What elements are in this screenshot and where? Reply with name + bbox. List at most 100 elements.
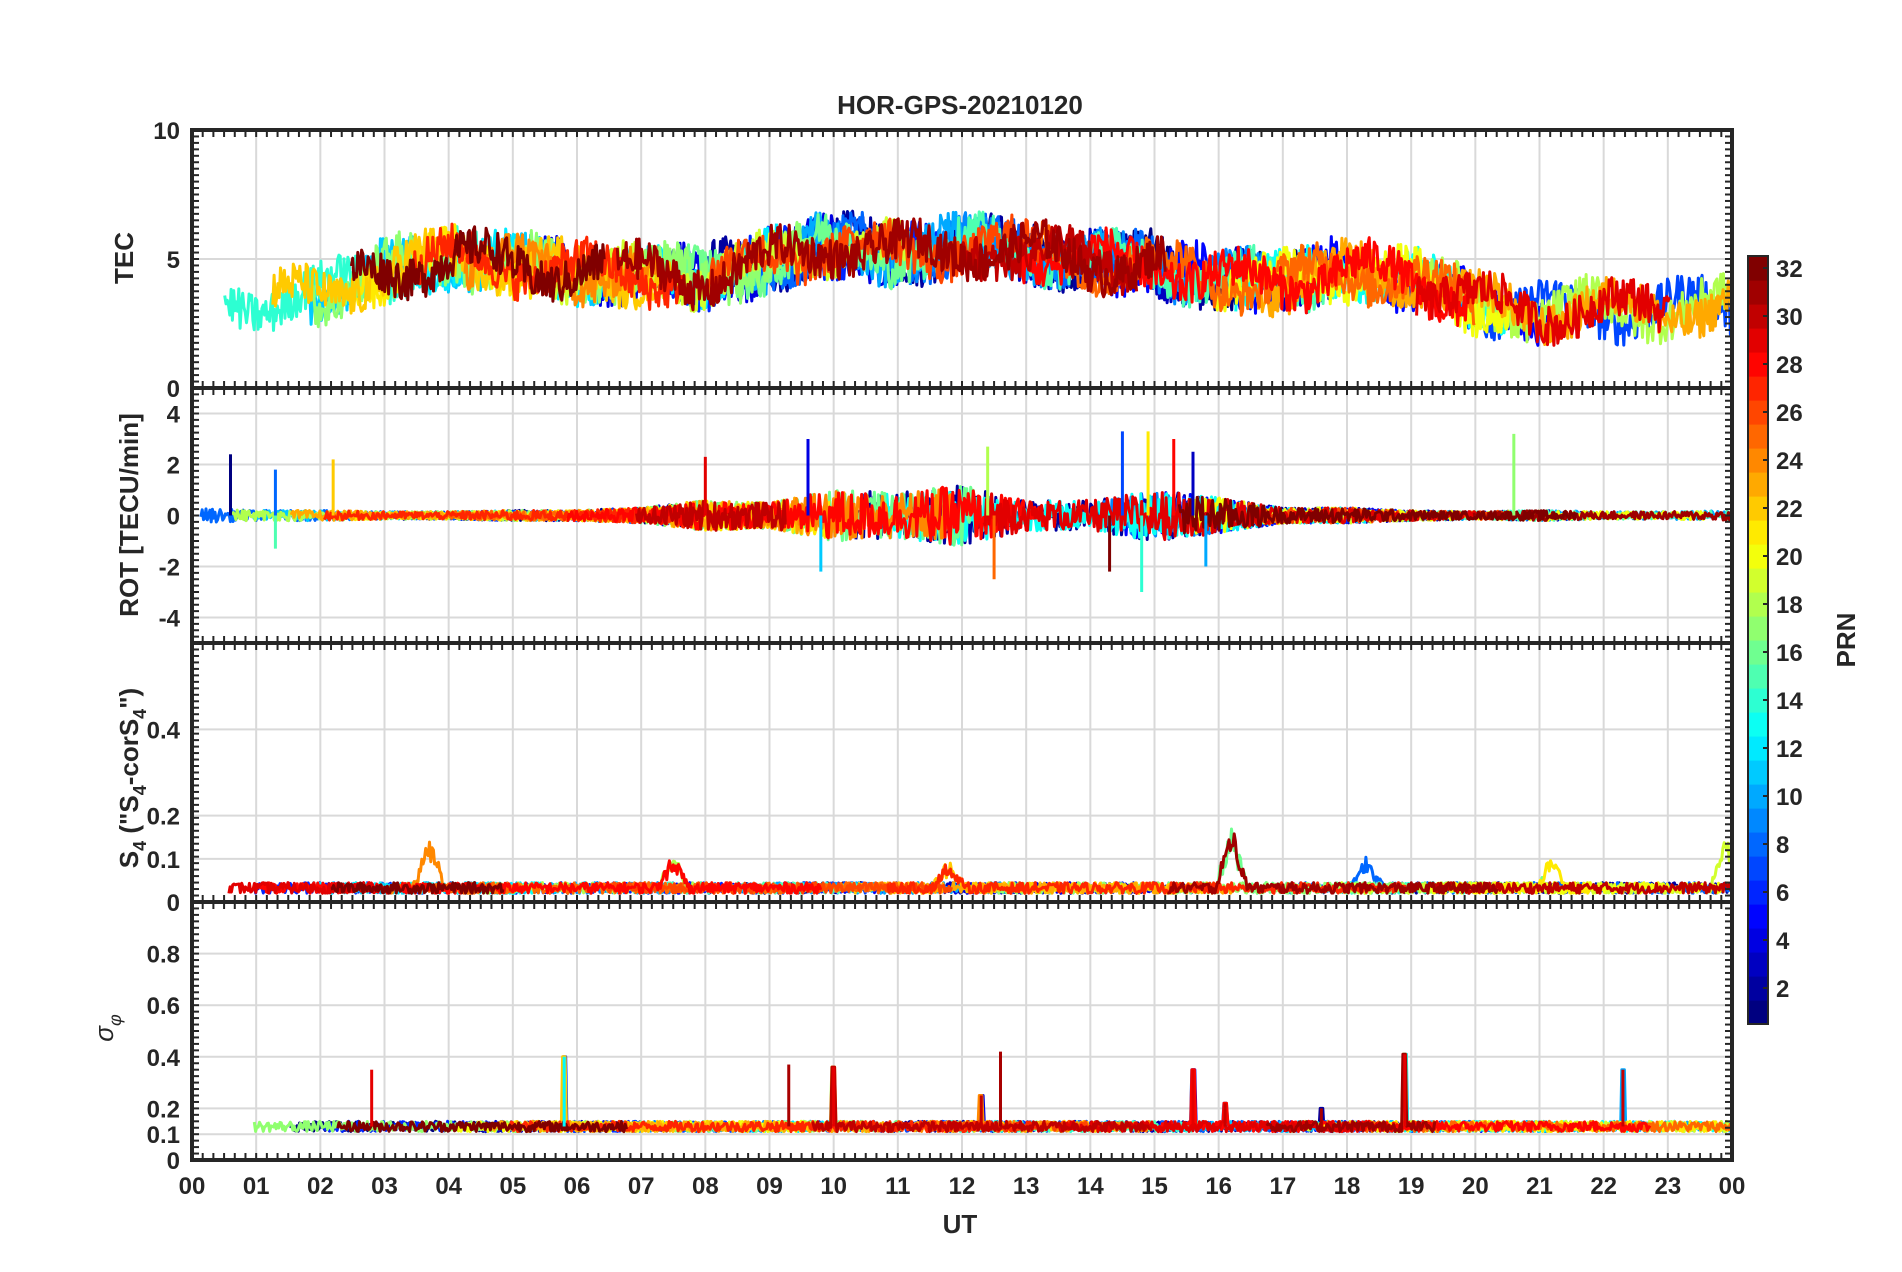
colorbar-segment xyxy=(1748,880,1768,905)
colorbar-label: PRN xyxy=(1831,613,1861,668)
sigma-series-prn-31 xyxy=(1265,1052,1437,1133)
x-tick-label: 10 xyxy=(820,1173,847,1200)
x-tick-label: 20 xyxy=(1462,1173,1489,1200)
colorbar-segment xyxy=(1748,568,1768,593)
colorbar-segment xyxy=(1748,400,1768,425)
x-tick-label: 00 xyxy=(1719,1173,1746,1200)
x-tick-label: 00 xyxy=(179,1173,206,1200)
tec-ytick-label: 5 xyxy=(167,247,180,274)
colorbar-segment xyxy=(1748,304,1768,329)
x-tick-label: 05 xyxy=(499,1173,526,1200)
x-tick-labels: 00 01 02 03 04 05 06 07 08 09 10 11 12 13 14 15 16 17 18 19… xyxy=(179,1173,1746,1200)
x-tick-label: 03 xyxy=(371,1173,398,1200)
colorbar-frame xyxy=(1747,255,1769,1025)
rot-ytick-label: 4 xyxy=(167,402,181,429)
s4-y-label: S4 ("S4-corS4") xyxy=(114,688,150,868)
x-tick-label: 15 xyxy=(1141,1173,1168,1200)
y-axis-labels: TEC ROT [TECU/min] S4 ("S4-corS4") σφ xyxy=(89,232,150,1042)
x-tick-label: 23 xyxy=(1654,1173,1681,1200)
colorbar-tick-label: 4 xyxy=(1776,928,1790,955)
rot-y-label: ROT [TECU/min] xyxy=(114,413,144,617)
x-tick-label: 14 xyxy=(1077,1173,1104,1200)
tec-ytick-label: 10 xyxy=(153,118,180,145)
x-tick-label: 16 xyxy=(1205,1173,1232,1200)
colorbar-tick-label: 10 xyxy=(1776,784,1803,811)
panel-sigma: 00.10.2 0.4 0.6 0.8 xyxy=(147,900,1734,1175)
x-tick-label: 02 xyxy=(307,1173,334,1200)
colorbar-segment xyxy=(1748,640,1768,665)
colorbar-tick-label: 2 xyxy=(1776,976,1789,1003)
rot-series-prn-27 xyxy=(323,506,688,529)
colorbar-segment xyxy=(1748,664,1768,689)
x-tick-label: 09 xyxy=(756,1173,783,1200)
sigma-ytick-label: 0 xyxy=(167,1148,180,1175)
colorbar-segment xyxy=(1748,1000,1768,1025)
sigma-ytick-label: 0.2 xyxy=(147,1096,180,1123)
colorbar-segment xyxy=(1748,376,1768,401)
x-tick-label: 08 xyxy=(692,1173,719,1200)
colorbar-segment xyxy=(1748,976,1768,1001)
tec-series-prn-32 xyxy=(349,225,606,303)
colorbar-segment xyxy=(1748,832,1768,857)
colorbar-segment xyxy=(1748,496,1768,521)
colorbar-segment xyxy=(1748,520,1768,545)
colorbar-segment xyxy=(1748,424,1768,449)
colorbar-tick-label: 28 xyxy=(1776,352,1803,379)
tec-series-prn-31 xyxy=(615,217,1167,312)
rot-ytick-label: -4 xyxy=(159,606,181,633)
rot-series xyxy=(199,431,1734,592)
x-tick-label: 19 xyxy=(1398,1173,1425,1200)
colorbar-tick-label: 14 xyxy=(1776,688,1803,715)
colorbar-segment xyxy=(1748,544,1768,569)
sigma-ytick-label: 0.8 xyxy=(147,942,180,969)
colorbar-segment xyxy=(1748,784,1768,809)
colorbar-segment xyxy=(1748,712,1768,737)
sigma-series xyxy=(252,1051,1733,1134)
colorbar-segment xyxy=(1748,256,1768,281)
sigma-ytick-label: 0.6 xyxy=(147,993,180,1020)
colorbar-tick-label: 26 xyxy=(1776,400,1803,427)
colorbar-segment xyxy=(1748,856,1768,881)
colorbar-segment xyxy=(1748,736,1768,761)
colorbar-segment xyxy=(1748,760,1768,785)
panel-s4: 0 0.1 0.2 0.4 xyxy=(147,641,1734,917)
colorbar-segment xyxy=(1748,328,1768,353)
tec-series-prn-29 xyxy=(1415,270,1671,347)
colorbar-segment xyxy=(1748,952,1768,977)
colorbar-tick-label: 16 xyxy=(1776,640,1803,667)
s4-series xyxy=(227,827,1734,895)
x-tick-label: 22 xyxy=(1590,1173,1617,1200)
colorbar-tick-label: 30 xyxy=(1776,304,1803,331)
colorbar-segment xyxy=(1748,592,1768,617)
colorbar-tick-label: 20 xyxy=(1776,544,1803,571)
colorbar-segment xyxy=(1748,448,1768,473)
colorbar-tick-label: 22 xyxy=(1776,496,1803,523)
tec-series-prn-28 xyxy=(1017,226,1471,327)
x-axis-label: UT xyxy=(943,1209,978,1239)
colorbar-tick-label: 32 xyxy=(1776,256,1803,283)
x-tick-label: 17 xyxy=(1269,1173,1296,1200)
chart-title: HOR-GPS-20210120 xyxy=(837,90,1083,120)
colorbar-segment xyxy=(1748,688,1768,713)
s4-ytick-label: 0 xyxy=(167,890,180,917)
s4-series-prn-31 xyxy=(1166,832,1499,895)
colorbar-segment xyxy=(1748,472,1768,497)
colorbar-segment xyxy=(1748,928,1768,953)
rot-ytick-label: -2 xyxy=(159,555,180,582)
sigma-series-prn-32 xyxy=(336,1120,628,1134)
s4-ytick-label: 0.2 xyxy=(147,804,180,831)
s4-series-prn-32 xyxy=(330,881,505,895)
x-tick-label: 06 xyxy=(564,1173,591,1200)
colorbar-tick-label: 24 xyxy=(1776,448,1803,475)
colorbar-segment xyxy=(1748,904,1768,929)
colorbar-segment xyxy=(1748,352,1768,377)
sigma-series-prn-30 xyxy=(811,1065,1153,1134)
panel-tec: 0 5 10 xyxy=(153,118,1734,403)
x-tick-label: 13 xyxy=(1013,1173,1040,1200)
x-tick-label: 04 xyxy=(435,1173,462,1200)
s4-ytick-label: 0.4 xyxy=(147,717,181,744)
sigma-ytick-label: 0.4 xyxy=(147,1045,181,1072)
